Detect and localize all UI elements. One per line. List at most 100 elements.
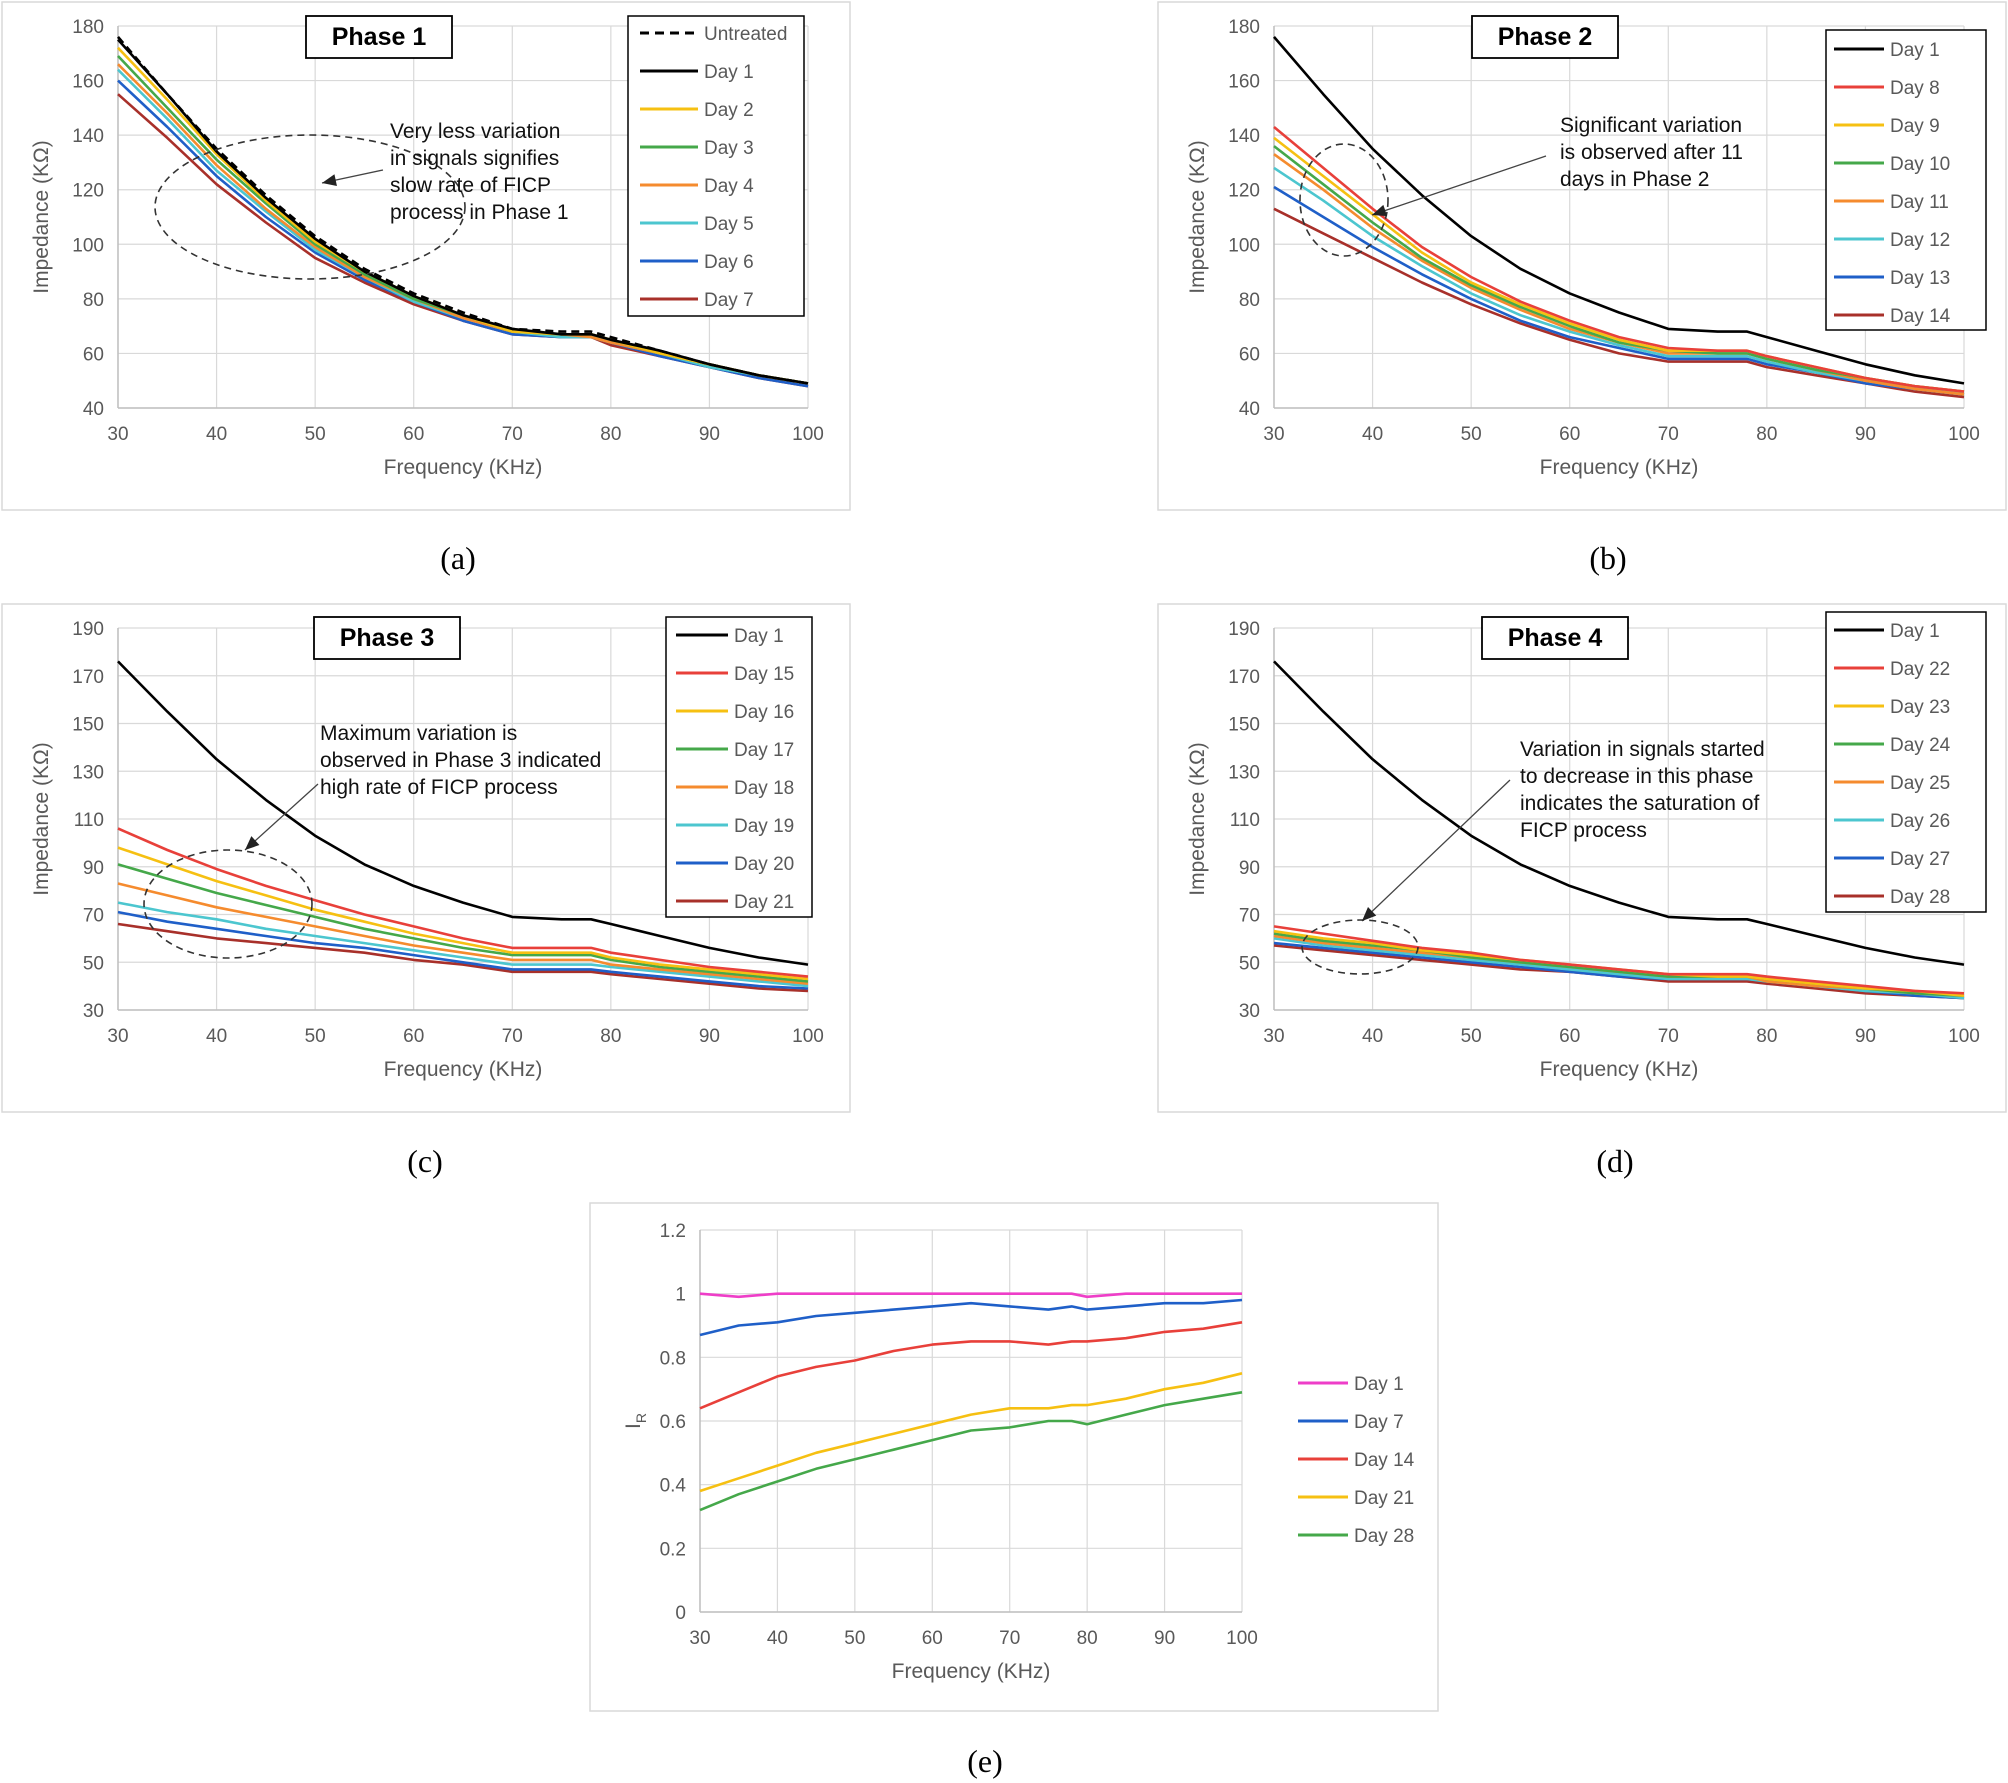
series-line-day-17 [117,863,809,983]
y-axis-title: IR [622,1413,649,1429]
series-line-day-22 [1273,925,1965,995]
series-line-day-1 [699,1292,1242,1299]
y-tick-label: 150 [1228,715,1260,736]
x-tick-label: 100 [1948,424,1980,445]
x-tick-label: 100 [1226,1628,1258,1649]
x-tick-label: 30 [1263,1026,1284,1047]
x-tick-label: 100 [792,424,824,445]
x-tick-label: 50 [305,424,326,445]
x-tick-label: 60 [1559,1026,1580,1047]
legend-label: Day 14 [1354,1450,1415,1471]
caption-a: (a) [440,540,476,576]
series-line-day-15 [117,827,809,978]
y-tick-label: 60 [1239,344,1260,365]
legend-label: Day 27 [1890,849,1950,870]
legend-label: Day 1 [1354,1374,1404,1395]
annotation-arrowhead [1362,906,1377,921]
phase-label: Phase 4 [1508,624,1603,652]
y-tick-label: 130 [1228,762,1260,783]
series-line-untreated [117,36,809,385]
x-tick-label: 100 [792,1026,824,1047]
x-tick-label: 100 [1948,1026,1980,1047]
y-tick-label: 30 [1239,1001,1260,1022]
annotation-arrowhead [245,836,260,850]
annotation-text: days in Phase 2 [1560,168,1709,191]
x-axis-title: Frequency (KHz) [384,456,543,479]
legend-label: Day 18 [734,778,794,799]
legend-label: Day 14 [1890,306,1951,327]
series-line-day-6 [117,79,809,388]
legend-label: Day 7 [1354,1412,1404,1433]
annotation-arrowhead [322,174,337,186]
legend-label: Day 3 [704,138,754,159]
x-tick-label: 70 [1658,1026,1679,1047]
phase-label: Phase 3 [340,624,435,652]
y-axis-title: Impedance (KΩ) [30,742,53,895]
x-axis-title: Frequency (KHz) [1540,1058,1699,1081]
x-tick-label: 80 [1756,1026,1777,1047]
series-line-day-1 [1273,660,1965,966]
x-tick-label: 30 [107,1026,128,1047]
chart-phase1: 30 40 50 60 70 80 90 100406080100120140160180Fr… [1,1,851,511]
y-tick-label: 160 [72,72,104,93]
annotation-text: indicates the saturation of [1520,792,1759,815]
x-tick-label: 90 [1154,1628,1175,1649]
legend-label: Day 1 [704,62,754,83]
y-tick-label: 110 [74,810,104,831]
annotation-text: Significant variation [1560,114,1742,137]
legend-label: Day 2 [704,100,754,121]
chart-phase3: 30 40 50 60 70 80 90 100 30 50 70 90 110 130 150 170 190… [1,603,851,1113]
legend-label: Day 17 [734,740,794,761]
legend-label: Day 12 [1890,230,1950,251]
annotation-arrow [244,783,319,851]
legend-label: Day 23 [1890,697,1950,718]
y-tick-label: 100 [72,235,104,256]
y-axis-title: Impedance (KΩ) [1186,140,1209,293]
series-line-day-14 [1273,207,1965,399]
phase-label-box [313,616,461,660]
series-line-day-12 [1273,166,1965,396]
series-line-day-20 [117,910,809,990]
legend-label: Day 15 [734,664,794,685]
y-tick-label: 70 [1239,906,1260,927]
x-tick-label: 60 [403,1026,424,1047]
legend-label: Day 28 [1890,887,1950,908]
annotation-text: to decrease in this phase [1520,765,1753,788]
y-tick-label: 1.2 [660,1221,686,1242]
annotation-text: slow rate of FICP [390,174,551,197]
y-tick-label: 90 [1239,858,1260,879]
annotation-text: is observed after 11 [1560,141,1743,164]
annotation-ellipse [143,849,313,959]
series-line-day-13 [1273,185,1965,396]
x-tick-label: 40 [1362,1026,1383,1047]
series-line-day-10 [1273,145,1965,393]
y-tick-label: 0.2 [660,1539,686,1560]
y-tick-label: 50 [83,953,104,974]
series-line-day-7 [699,1298,1243,1337]
annotation-text: in signals signifies [390,147,559,170]
y-tick-label: 30 [83,1001,104,1022]
y-tick-label: 180 [72,17,104,38]
legend-box [665,616,813,918]
x-tick-label: 50 [1461,1026,1482,1047]
annotation-text: Very less variation [390,120,560,143]
annotation-ellipse [1299,143,1389,257]
chart-ir: 30 40 50 60 70 80 90 100 0 0.2 0.4 0.6 0.8 1 1.2 Freque… [589,1202,1439,1712]
x-axis-title: Frequency (KHz) [892,1660,1051,1683]
y-tick-label: 170 [1228,667,1260,688]
x-tick-label: 70 [999,1628,1020,1649]
annotation-text: observed in Phase 3 indicated [320,749,601,772]
x-axis-title: Frequency (KHz) [384,1058,543,1081]
series-line-day-18 [117,882,809,985]
y-tick-label: 130 [72,762,104,783]
legend-label: Day 24 [1890,735,1951,756]
caption-b: (b) [1589,540,1627,576]
x-tick-label: 80 [600,1026,621,1047]
legend-label: Day 1 [1890,621,1940,642]
annotation-text: Maximum variation is [320,722,517,745]
x-tick-label: 40 [206,1026,227,1047]
phase-label-box [305,15,453,59]
x-tick-label: 60 [403,424,424,445]
series-line-day-21 [699,1372,1243,1493]
legend-label: Day 8 [1890,78,1940,99]
